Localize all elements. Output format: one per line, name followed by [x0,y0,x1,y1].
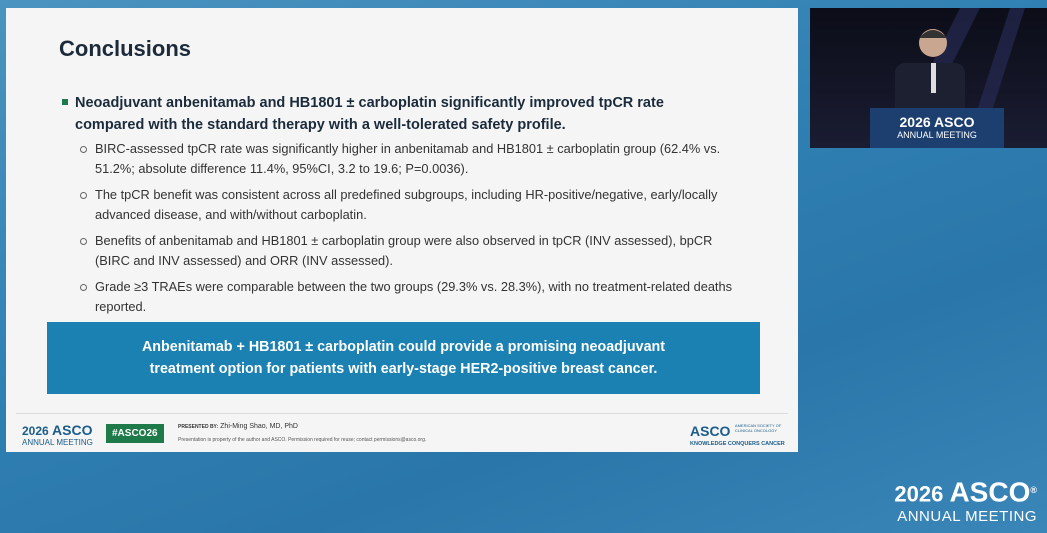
podium-name: ASCO [934,114,975,130]
hashtag: #ASCO26 [106,424,164,443]
overlay-year: 2026 [894,481,944,507]
sub-bullet: Benefits of anbenitamab and HB1801 ± car… [80,231,745,271]
org-tagline: KNOWLEDGE CONQUERS CANCER [690,441,785,447]
notice: Presentation is property of the author a… [178,437,427,443]
sub-bullets: BIRC-assessed tpCR rate was significantl… [80,139,745,323]
presenter: Zhi-Ming Shao, MD, PhD [220,423,298,430]
overlay-name: ASCO [949,476,1031,508]
slide: Conclusions Neoadjuvant anbenitamab and … [6,8,798,452]
overlay-registered: ® [1030,485,1037,495]
logo-sub: ANNUAL MEETING [22,438,93,447]
presenter-line: PRESENTED BY: Zhi-Ming Shao, MD, PhD [178,423,298,430]
sub-bullet: Grade ≥3 TRAEs were comparable between t… [80,277,745,317]
sub-bullet: BIRC-assessed tpCR rate was significantl… [80,139,745,179]
sub-bullet-text: Grade ≥3 TRAEs were comparable between t… [95,279,733,314]
presented-by-label: PRESENTED BY: [178,424,219,430]
org-logo-name: ASCO [690,423,731,439]
footer-logo: 2026 ASCO ANNUAL MEETING [22,422,93,447]
slide-title: Conclusions [59,36,192,61]
callout-box: Anbenitamab + HB1801 ± carboplatin could… [47,322,760,394]
sub-bullet-text: The tpCR benefit was consistent across a… [95,187,718,222]
sub-bullet: The tpCR benefit was consistent across a… [80,185,745,225]
org-name: AMERICAN SOCIETY OF CLINICAL ONCOLOGY [734,423,782,433]
podium-sub: ANNUAL MEETING [897,130,977,140]
main-bullet: Neoadjuvant anbenitamab and HB1801 ± car… [75,95,664,133]
sub-bullet-text: Benefits of anbenitamab and HB1801 ± car… [95,233,713,268]
podium-year: 2026 [899,114,931,130]
logo-year: 2026 [22,424,49,438]
overlay-sub: ANNUAL MEETING [897,508,1037,526]
overlay-logo: 2026 ASCO® ANNUAL MEETING [894,476,1037,526]
footer-rule [16,413,788,414]
org-logo: ASCO AMERICAN SOCIETY OF CLINICAL ONCOLO… [690,423,785,447]
sub-bullet-text: BIRC-assessed tpCR rate was significantl… [95,141,721,176]
podium-sign: 2026 ASCO ANNUAL MEETING [870,108,1004,148]
speaker-video: 2026 ASCO ANNUAL MEETING [810,8,1047,148]
callout-text: Anbenitamab + HB1801 ± carboplatin could… [141,339,666,377]
bullet-marker [62,99,68,105]
logo-name: ASCO [52,422,93,438]
